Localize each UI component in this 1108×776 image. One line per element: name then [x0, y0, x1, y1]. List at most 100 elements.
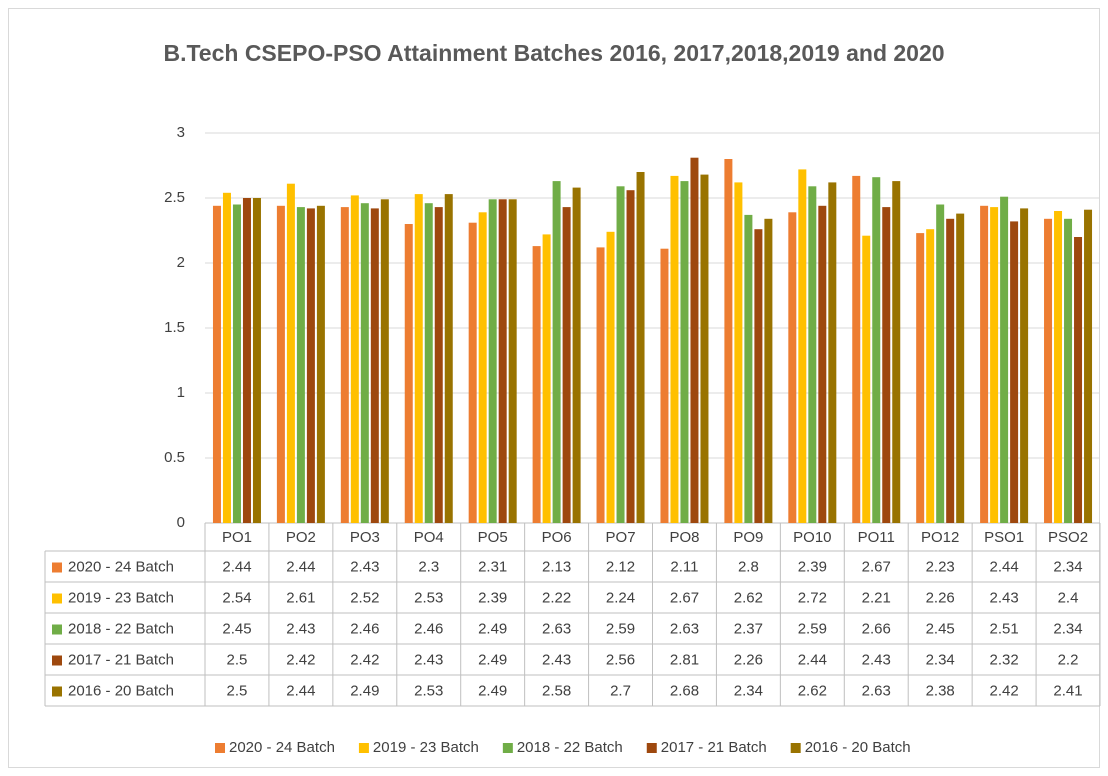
- table-cell: 2.63: [862, 682, 891, 699]
- table-cell: 2.43: [414, 651, 443, 668]
- table-cell: 2.32: [990, 651, 1019, 668]
- bar: [852, 175, 861, 523]
- table-cell: 2.43: [862, 651, 891, 668]
- table-cell: 2.58: [542, 682, 571, 699]
- bar: [444, 194, 453, 523]
- bar: [296, 207, 305, 523]
- table-cell: 2.11: [670, 558, 698, 575]
- legend-key: [790, 743, 801, 753]
- legend-key: [215, 743, 225, 753]
- table-cell: 2.39: [798, 558, 827, 575]
- table-cell: 2.62: [798, 682, 827, 699]
- legend-label: 2018 - 22 Batch: [517, 739, 623, 756]
- bar: [872, 177, 881, 523]
- table-cell: 2.61: [286, 589, 315, 606]
- y-tick-label: 3: [177, 124, 185, 141]
- bar: [916, 233, 925, 523]
- table-cell: 2.43: [990, 589, 1019, 606]
- table-cell: 2.34: [734, 682, 763, 699]
- table-cell: 2.34: [926, 651, 955, 668]
- table-cell: 2.5: [227, 651, 248, 668]
- bar: [252, 198, 261, 523]
- bar: [1064, 218, 1073, 524]
- x-tick-label: PO12: [921, 529, 959, 546]
- table-row-label: 2017 - 21 Batch: [68, 651, 174, 668]
- bar: [414, 194, 423, 523]
- table-legend-key: [52, 562, 62, 573]
- y-tick-label: 0: [177, 514, 185, 531]
- table-cell: 2.31: [478, 558, 507, 575]
- table-cell: 2.26: [926, 589, 955, 606]
- bar: [1010, 221, 1019, 523]
- table-legend-key: [52, 686, 62, 697]
- table-cell: 2.45: [222, 620, 251, 637]
- table-cell: 2.2: [1058, 651, 1079, 668]
- bar: [724, 159, 733, 523]
- bar: [286, 183, 295, 523]
- y-tick-label: 2: [177, 254, 185, 271]
- table-cell: 2.34: [1053, 620, 1082, 637]
- x-tick-label: PO11: [858, 529, 895, 546]
- table-cell: 2.43: [542, 651, 571, 668]
- legend-key: [502, 743, 513, 753]
- bar: [596, 247, 605, 523]
- table-cell: 2.49: [350, 682, 379, 699]
- bar: [818, 205, 827, 524]
- bar: [508, 199, 517, 524]
- bar: [828, 182, 837, 523]
- x-tick-label: PO6: [542, 529, 572, 546]
- bar: [478, 212, 487, 524]
- table-cell: 2.63: [670, 620, 699, 637]
- bar: [532, 246, 541, 523]
- bar: [990, 207, 999, 523]
- y-tick-label: 2.5: [164, 189, 185, 206]
- bar: [744, 214, 753, 523]
- table-cell: 2.13: [542, 558, 571, 575]
- x-tick-label: PO7: [606, 529, 636, 546]
- table-cell: 2.49: [478, 651, 507, 668]
- table-cell: 2.23: [926, 558, 955, 575]
- table-cell: 2.12: [606, 558, 635, 575]
- bar: [892, 181, 901, 523]
- table-cell: 2.52: [350, 589, 379, 606]
- y-tick-label: 0.5: [164, 449, 185, 466]
- table-cell: 2.63: [542, 620, 571, 637]
- table-row-label: 2019 - 23 Batch: [68, 589, 174, 606]
- table-cell: 2.24: [606, 589, 635, 606]
- table-cell: 2.54: [222, 589, 251, 606]
- bar: [680, 181, 689, 523]
- table-cell: 2.56: [606, 651, 635, 668]
- bar: [434, 207, 443, 523]
- bar: [980, 205, 989, 524]
- bar: [222, 192, 231, 524]
- table-cell: 2.51: [990, 620, 1019, 637]
- table-cell: 2.67: [670, 589, 699, 606]
- bar: [1054, 211, 1063, 523]
- bar: [1074, 237, 1083, 523]
- table-cell: 2.43: [350, 558, 379, 575]
- table-cell: 2.62: [734, 589, 763, 606]
- table-cell: 2.34: [1053, 558, 1082, 575]
- table-cell: 2.66: [862, 620, 891, 637]
- table-cell: 2.53: [414, 589, 443, 606]
- bar: [404, 224, 413, 523]
- table-cell: 2.46: [350, 620, 379, 637]
- table-cell: 2.3: [418, 558, 439, 575]
- table-cell: 2.44: [990, 558, 1019, 575]
- table-cell: 2.49: [478, 620, 507, 637]
- bar: [1084, 209, 1093, 523]
- bar: [488, 199, 497, 524]
- table-cell: 2.46: [414, 620, 443, 637]
- bar: [734, 182, 743, 523]
- table-cell: 2.26: [734, 651, 763, 668]
- bar: [340, 207, 349, 523]
- bar: [370, 208, 379, 523]
- bar: [788, 212, 797, 524]
- table-row-label: 2018 - 22 Batch: [68, 620, 174, 637]
- table-cell: 2.42: [350, 651, 379, 668]
- table-row-label: 2016 - 20 Batch: [68, 682, 174, 699]
- table-cell: 2.39: [478, 589, 507, 606]
- table-cell: 2.21: [862, 589, 891, 606]
- legend-key: [358, 743, 369, 753]
